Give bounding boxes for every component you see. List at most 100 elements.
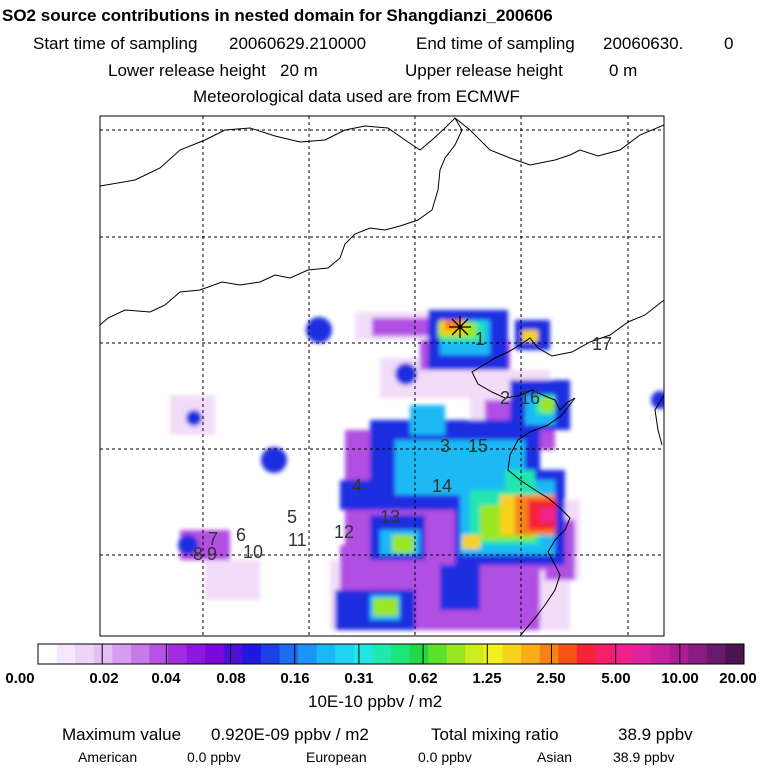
region-number-14: 14 [432, 476, 452, 496]
region-number-15: 15 [468, 436, 488, 456]
region-number-8: 8 [193, 544, 203, 564]
colorbar-segment [298, 644, 318, 664]
region-number-7: 7 [208, 529, 218, 549]
colorbar-segment [372, 644, 392, 664]
colorbar-unit: 10E-10 ppbv / m2 [308, 692, 443, 711]
colorbar-segment [688, 644, 708, 664]
met-data-source: Meteorological data used are from ECMWF [193, 87, 520, 106]
colorbar-segment [38, 644, 58, 664]
end-time-value: 20060630. [603, 34, 684, 53]
european-value: 0.0 ppbv [418, 749, 472, 765]
colorbar-segment [353, 644, 373, 664]
start-time-label: Start time of sampling [33, 34, 198, 53]
colorbar-label-3: 0.08 [216, 670, 246, 687]
colorbar-segment [706, 644, 726, 664]
total-mixing-label: Total mixing ratio [431, 725, 559, 744]
region-number-13: 13 [380, 507, 400, 527]
european-label: European [306, 749, 367, 765]
colorbar-label-10: 10.00 [661, 670, 699, 687]
colorbar-segment [558, 644, 578, 664]
upper-release-label: Upper release height [405, 61, 563, 80]
upper-release-value: 0 m [609, 61, 638, 80]
mongolia-border [100, 117, 463, 326]
asian-label: Asian [537, 749, 573, 765]
colorbar-label-7: 1.25 [472, 670, 502, 687]
colorbar-segment [502, 644, 522, 664]
region-number-3: 3 [440, 436, 450, 456]
colorbar-segment [93, 644, 113, 664]
korea-coast [654, 394, 664, 446]
colorbar-segment [651, 644, 671, 664]
colorbar-segment [112, 644, 132, 664]
colorbar-frame [37, 643, 745, 665]
colorbar-segment [595, 644, 615, 664]
colorbar-label-2: 0.04 [151, 670, 181, 687]
colorbar-segment [409, 644, 429, 664]
colorbar-segment [725, 644, 745, 664]
colorbar-label-8: 2.50 [536, 670, 566, 687]
region-number-9: 9 [207, 544, 217, 564]
region-number-17: 17 [592, 334, 612, 354]
lower-release-value: 20 m [280, 61, 318, 80]
end-time-extra: 0 [724, 34, 734, 53]
colorbar-segment [483, 644, 503, 664]
region-number-12: 12 [334, 522, 354, 542]
colorbar-segment [465, 644, 485, 664]
colorbar-segment [260, 644, 281, 664]
colorbar-segment [521, 644, 541, 664]
colorbar-segment [223, 644, 243, 664]
colorbar-segment [669, 644, 689, 664]
colorbar-label-4: 0.16 [280, 670, 310, 687]
colorbar-label-1: 0.02 [89, 670, 119, 687]
shandong-coast [507, 397, 576, 636]
lower-release-label: Lower release height [108, 61, 266, 80]
colorbar-segment [149, 644, 169, 664]
region-number-4: 4 [352, 476, 362, 496]
colorbar-segment [279, 644, 299, 664]
colorbar-segment [391, 644, 411, 664]
colorbar-segment [613, 644, 634, 664]
american-value: 0.0 ppbv [187, 749, 241, 765]
colorbar-label-0: 0.00 [5, 670, 35, 687]
colorbar-label-5: 0.31 [344, 670, 374, 687]
colorbar-segment [576, 644, 596, 664]
colorbar-segment [75, 644, 95, 664]
colorbar-segment [130, 644, 150, 664]
region-number-16: 16 [520, 388, 540, 408]
colorbar-segment [446, 644, 466, 664]
colorbar-segment [168, 644, 188, 664]
colorbar-segment [335, 644, 355, 664]
bohai-coast-north [471, 299, 664, 411]
region-number-5: 5 [287, 507, 297, 527]
colorbar-segment [316, 644, 336, 664]
max-value-label: Maximum value [62, 725, 182, 744]
american-label: American [78, 749, 138, 765]
colorbar-segment [428, 644, 448, 664]
asian-value: 38.9 ppbv [613, 749, 675, 765]
station-asterisk-icon [449, 316, 471, 338]
colorbar-label-9: 5.00 [601, 670, 631, 687]
region-number-1: 1 [475, 329, 485, 349]
region-number-10: 10 [243, 542, 263, 562]
coastlines [100, 117, 664, 636]
concentration-field [170, 310, 664, 630]
end-time-label: End time of sampling [416, 34, 575, 53]
graticule [100, 116, 664, 636]
colorbar-segment [205, 644, 225, 664]
magenta-core [540, 508, 554, 522]
northeast-border [454, 117, 664, 166]
max-value: 0.920E-09 ppbv / m2 [211, 725, 369, 744]
colorbar-label-11: 20.00 [719, 670, 757, 687]
total-mixing-value: 38.9 ppbv [618, 725, 693, 744]
map-frame [99, 115, 665, 637]
region-number-6: 6 [236, 525, 246, 545]
colorbar-label-6: 0.62 [408, 670, 438, 687]
start-time-value: 20060629.210000 [229, 34, 367, 53]
colorbar [37, 643, 745, 665]
plot-title: SO2 source contributions in nested domai… [2, 6, 553, 25]
region-number-labels: 1 17 2 16 3 15 4 14 5 13 7 6 11 12 8 9 10 [193, 329, 612, 564]
colorbar-segment [539, 644, 559, 664]
colorbar-segment [242, 644, 262, 664]
colorbar-segment [56, 644, 76, 664]
